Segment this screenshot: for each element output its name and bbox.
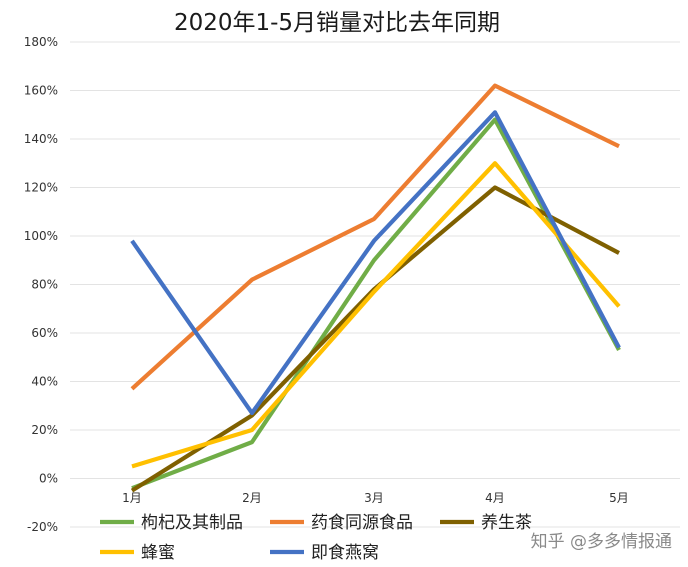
legend-label: 养生茶 <box>481 513 532 533</box>
y-tick-label: 0% <box>39 472 58 486</box>
series-line <box>130 110 621 416</box>
y-tick-label: 60% <box>31 326 58 340</box>
y-tick-label: 20% <box>31 423 58 437</box>
watermark: 知乎 @多多情报通 <box>531 532 672 552</box>
legend-item: 蜂蜜 <box>100 543 175 563</box>
series-lines <box>130 83 621 493</box>
x-axis-tick-labels: 1月 2月 3月 4月 5月 <box>122 491 629 505</box>
series-line <box>131 161 621 469</box>
legend-item: 枸杞及其制品 <box>100 513 243 533</box>
legend-label: 枸杞及其制品 <box>141 513 243 533</box>
legend-label: 蜂蜜 <box>141 543 175 563</box>
chart-title: 2020年1-5月销量对比去年同期 <box>174 10 500 36</box>
legend-item: 药食同源食品 <box>270 513 413 533</box>
gridlines <box>70 41 680 528</box>
y-tick-label: 100% <box>24 229 58 243</box>
y-tick-label: 120% <box>24 181 58 195</box>
y-tick-label: -20% <box>27 520 58 534</box>
x-tick-label: 4月 <box>485 491 505 505</box>
y-tick-label: 140% <box>24 132 58 146</box>
legend-item: 养生茶 <box>440 513 532 533</box>
legend-label: 药食同源食品 <box>311 513 413 533</box>
y-tick-label: 180% <box>24 35 58 49</box>
x-tick-label: 5月 <box>609 491 629 505</box>
x-tick-label: 3月 <box>364 491 384 505</box>
y-tick-label: 160% <box>24 84 58 98</box>
series-line <box>130 83 620 391</box>
x-tick-label: 2月 <box>242 491 262 505</box>
y-axis-tick-labels: -20% 0% 20% 40% 60% 80% 100% 120% 140% 160% 180% <box>24 35 58 534</box>
legend-label: 即食燕窝 <box>311 543 379 563</box>
y-tick-label: 40% <box>31 375 58 389</box>
series-line <box>131 117 621 491</box>
y-tick-label: 80% <box>31 278 58 292</box>
x-tick-label: 1月 <box>122 491 142 505</box>
legend-item: 即食燕窝 <box>270 543 379 563</box>
